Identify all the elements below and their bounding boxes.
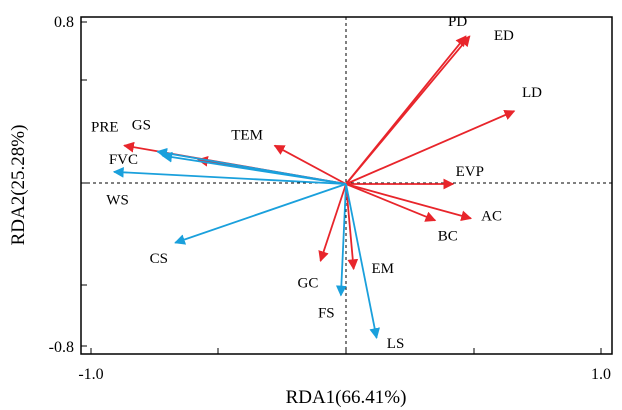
vector-label-em: EM: [372, 261, 395, 277]
vector-label-pre: PRE: [91, 119, 119, 135]
vector-environmental-bc: [345, 183, 437, 222]
vector-response-ws: [112, 166, 347, 185]
x-axis-title: RDA1(66.41%): [286, 387, 407, 408]
vector-label-cs: CS: [150, 251, 168, 267]
vector-environmental-ld: [345, 110, 516, 185]
vector-label-ws: WS: [106, 192, 129, 208]
vector-label-evp: EVP: [456, 164, 484, 180]
vector-label-bc: BC: [438, 229, 458, 245]
y-tick-label-max: 0.8: [54, 14, 74, 31]
vector-response-cs: [174, 183, 347, 245]
vector-label-ac: AC: [481, 208, 502, 224]
vector-environmental-gc: [318, 183, 347, 262]
vector-label-fs: FS: [318, 306, 335, 322]
x-tick-label-max: 1.0: [591, 366, 611, 383]
vectors-layer: [112, 35, 516, 339]
vector-label-ld: LD: [522, 85, 542, 101]
vector-environmental-em: [345, 183, 359, 271]
vector-label-gs: GS: [132, 117, 151, 133]
vector-response-fvc: [161, 151, 347, 185]
vector-labels-layer: PD ED LD EVP AC BC EM GC TEM PRE GS FVC WS CS FS LS: [91, 14, 542, 352]
y-tick-label-min: -0.8: [49, 339, 74, 356]
vector-label-fvc: FVC: [109, 152, 138, 168]
vector-label-tem: TEM: [231, 127, 263, 143]
vector-label-pd: PD: [448, 14, 467, 30]
vector-label-ed: ED: [494, 28, 514, 44]
y-axis-ticks: [81, 21, 87, 347]
vector-environmental-tem: [273, 144, 347, 185]
vector-environmental-ac: [345, 183, 472, 222]
x-tick-label-min: -1.0: [78, 366, 103, 383]
vector-environmental-ed: [345, 35, 471, 185]
vector-response-ls: [345, 183, 381, 339]
vector-label-gc: GC: [298, 275, 319, 291]
y-axis-title: RDA2(25.28%): [8, 125, 29, 246]
vector-response-fs: [335, 183, 347, 297]
vector-label-ls: LS: [387, 336, 405, 352]
x-axis-ticks: [90, 348, 602, 354]
